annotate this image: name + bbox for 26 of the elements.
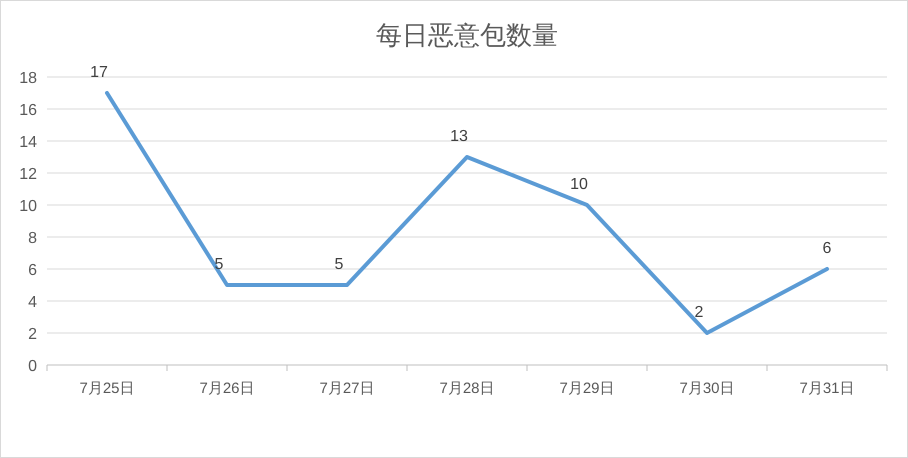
y-tick-label: 16: [19, 102, 38, 119]
y-tick-label: 4: [28, 294, 38, 311]
x-tick-label: 7月28日: [439, 380, 495, 397]
x-tick-label: 7月25日: [79, 380, 135, 397]
x-tick-label: 7月27日: [319, 380, 375, 397]
y-tick-label: 18: [19, 70, 38, 87]
y-tick-label: 10: [19, 198, 38, 215]
data-label: 17: [90, 64, 108, 81]
y-tick-label: 8: [28, 230, 38, 247]
line-series: [105, 91, 829, 335]
x-tick-label: 7月26日: [199, 380, 255, 397]
y-tick-label: 6: [28, 262, 38, 279]
y-tick-label: 14: [19, 134, 38, 151]
data-label: 6: [822, 240, 832, 257]
x-tick-label: 7月30日: [679, 380, 735, 397]
data-label: 5: [214, 256, 224, 273]
x-tick-label: 7月29日: [559, 380, 615, 397]
y-tick-label: 2: [28, 326, 38, 343]
data-label: 5: [334, 256, 344, 273]
data-label: 2: [694, 304, 704, 321]
y-tick-label: 0: [28, 358, 38, 375]
y-tick-label: 12: [19, 166, 38, 183]
x-tick-label: 7月31日: [799, 380, 855, 397]
chart-title: 每日恶意包数量: [376, 21, 558, 50]
data-label: 13: [450, 128, 468, 145]
data-label: 10: [570, 176, 588, 193]
